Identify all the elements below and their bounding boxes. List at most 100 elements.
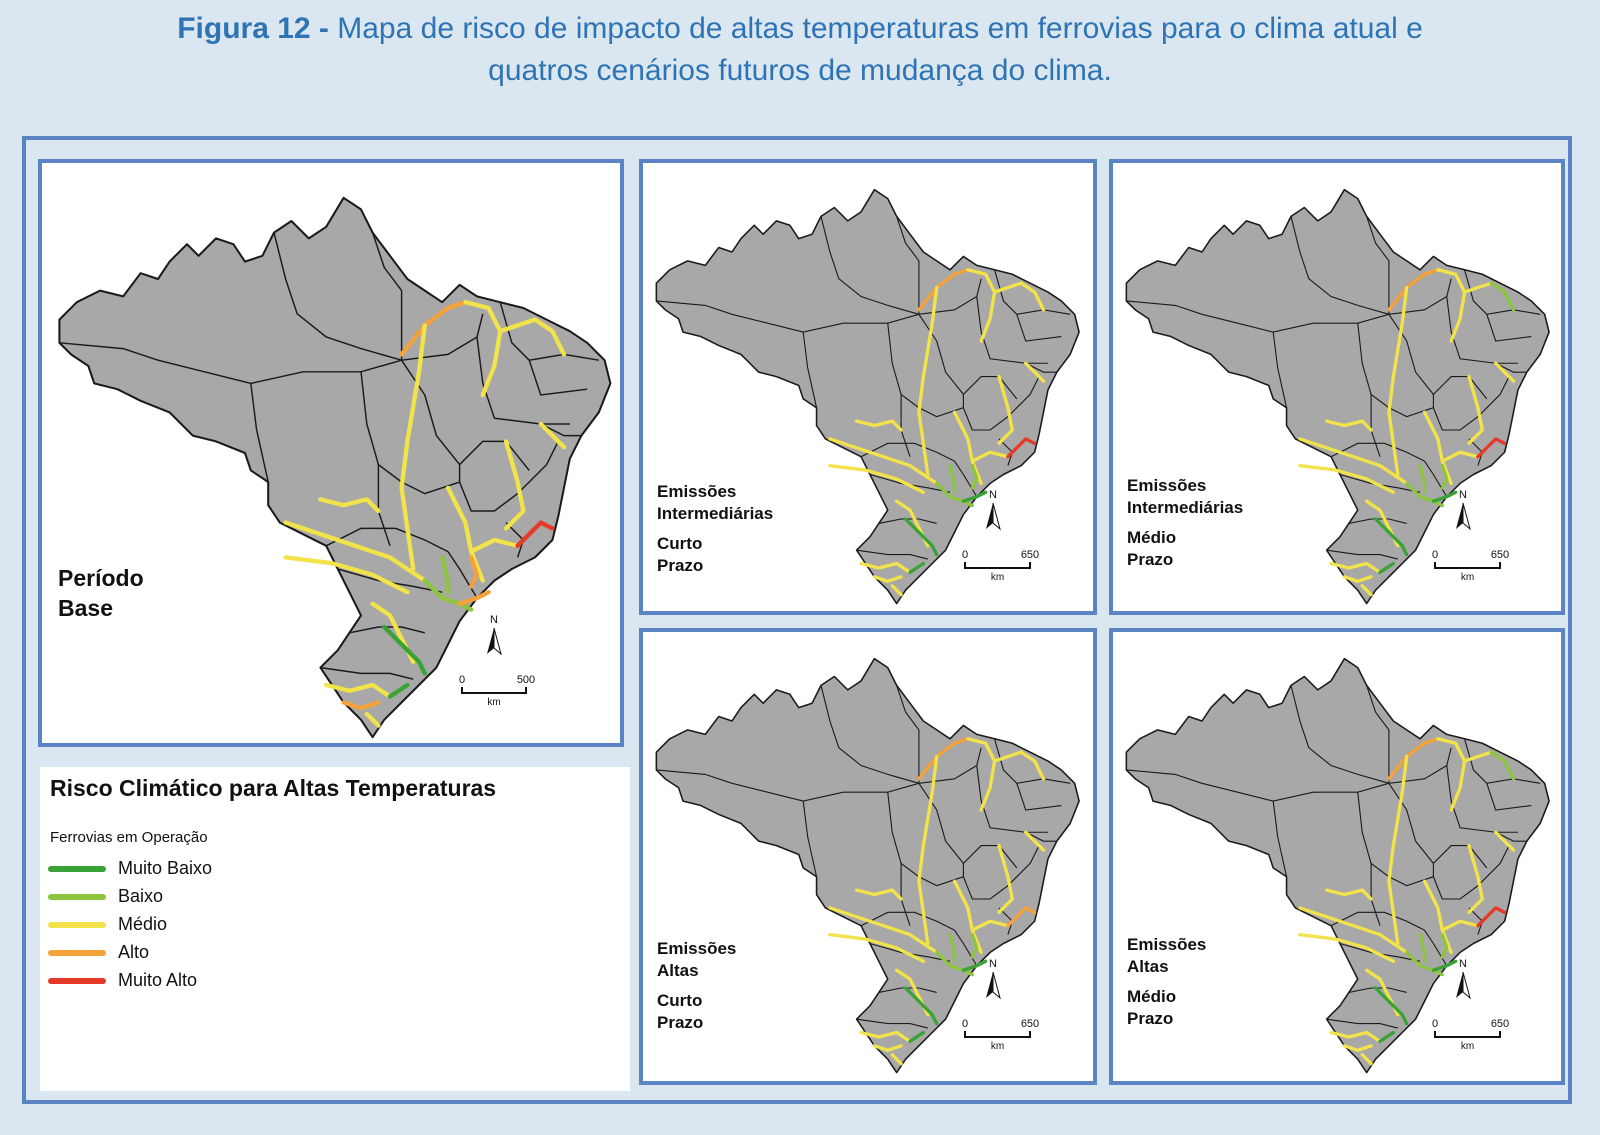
scale-min-label: 0 (1432, 549, 1438, 561)
railway-segment (1298, 437, 1409, 486)
state-boundary (1366, 216, 1390, 315)
railway-segment (908, 561, 926, 575)
railway-segment (480, 329, 503, 398)
north-arrow-icon (1456, 971, 1471, 1000)
map-svg: N 0 500 km (58, 196, 612, 739)
state-boundary (1388, 845, 1510, 900)
scenario-label-line: Médio (1127, 987, 1177, 1006)
state-boundary (860, 442, 955, 462)
state-boundary (802, 332, 818, 408)
figure-caption-line2: quatros cenários futuros de mudança do c… (488, 54, 1112, 87)
brazil-map (655, 188, 1080, 605)
state-boundary (878, 987, 937, 993)
railway-segment (1467, 843, 1485, 915)
state-boundary (401, 313, 484, 361)
railway-segment (997, 374, 1015, 446)
figure-title: Figura 12 - Mapa de risco de impacto de … (0, 8, 1600, 92)
railway-segment (1298, 906, 1409, 955)
state-boundary (869, 473, 951, 493)
state-boundary (656, 300, 804, 333)
railway-segment (921, 535, 939, 557)
state-boundary (1290, 216, 1390, 315)
legend-swatch (48, 950, 106, 956)
state-boundary (1273, 313, 1390, 333)
railway-segment (948, 932, 957, 963)
scale-bar (964, 562, 1031, 569)
scale-bar (461, 687, 527, 694)
state-boundary (976, 765, 1048, 833)
state-boundary (1388, 278, 1452, 315)
north-label: N (989, 489, 997, 501)
state-boundary (896, 216, 920, 315)
railway-segment (283, 555, 410, 595)
railway-segment (961, 490, 988, 503)
railway-segment (382, 624, 410, 653)
state-boundary (273, 232, 402, 361)
state-boundary (962, 845, 1018, 877)
railway-segment (872, 575, 903, 583)
state-boundary (1326, 549, 1398, 560)
legend-swatch (48, 894, 106, 900)
state-boundary (1290, 685, 1390, 784)
brazil-map (1125, 657, 1550, 1074)
railway-segment (341, 700, 381, 711)
railway-segment (1418, 463, 1427, 494)
figure-frame (22, 136, 1572, 1104)
scale-unit-label: km (991, 1041, 1004, 1052)
railway-segment (859, 1030, 912, 1044)
map-panel-altas-curto: N 0 650 km Emissões Altas Curto Prazo (639, 628, 1097, 1085)
brazil-map (655, 657, 1080, 1074)
railway-segment (1431, 959, 1458, 972)
state-boundary (820, 216, 920, 315)
state-boundary (1126, 769, 1274, 802)
scale-max-label: 650 (1491, 549, 1509, 561)
scenario-label-line: Intermediárias (657, 504, 774, 523)
state-boundary (878, 518, 937, 524)
railway-segment (1467, 374, 1485, 446)
railway-segment (1489, 281, 1516, 312)
scale-min-label: 0 (1432, 1018, 1438, 1030)
state-boundary (803, 313, 920, 333)
railway-segment (1440, 919, 1480, 932)
railway-segment (1019, 750, 1046, 781)
railway-segment (422, 578, 474, 612)
state-boundary (856, 549, 928, 560)
legend-label: Alto (118, 942, 150, 962)
railway-segment (1422, 879, 1453, 955)
scale-min-label: 0 (962, 549, 968, 561)
railway-segment (890, 584, 903, 597)
railway-segment (903, 986, 926, 1008)
state-boundary (540, 423, 582, 437)
state-boundary (896, 685, 920, 784)
railway-segment (970, 463, 979, 490)
railway-segment (917, 374, 930, 477)
legend-swatch (48, 922, 106, 928)
state-boundary (1388, 782, 1434, 864)
railway-segment (399, 439, 416, 572)
railway-segment (1360, 1053, 1373, 1066)
railway-segment (1024, 361, 1046, 383)
figure-number: Figura 12 - (177, 12, 329, 45)
railway-segment (1440, 463, 1449, 490)
state-boundary (918, 782, 964, 864)
scale-unit-label: km (487, 697, 500, 708)
railway-segment (1378, 561, 1396, 575)
state-boundary (918, 845, 1040, 900)
scenario-label: Emissões Altas Curto Prazo (657, 938, 736, 1034)
railway-segment (1405, 481, 1444, 508)
state-boundary (400, 359, 461, 466)
railway-segment (908, 1030, 926, 1044)
state-boundary (1339, 473, 1421, 493)
railway-segment (948, 463, 957, 494)
scenario-label-line: Emissões (1127, 476, 1207, 495)
railway-segment (1329, 1030, 1382, 1044)
railway-segment (469, 537, 520, 554)
railway-segment (1024, 830, 1046, 852)
railway-segment (1391, 1004, 1409, 1026)
map-svg: N 0 650 km (1125, 657, 1550, 1074)
railway-segment (917, 737, 970, 781)
railway-segment (1019, 281, 1046, 312)
scale-bar (964, 1031, 1031, 1038)
legend-swatch (48, 978, 106, 984)
scenario-label-line: Base (58, 595, 113, 621)
